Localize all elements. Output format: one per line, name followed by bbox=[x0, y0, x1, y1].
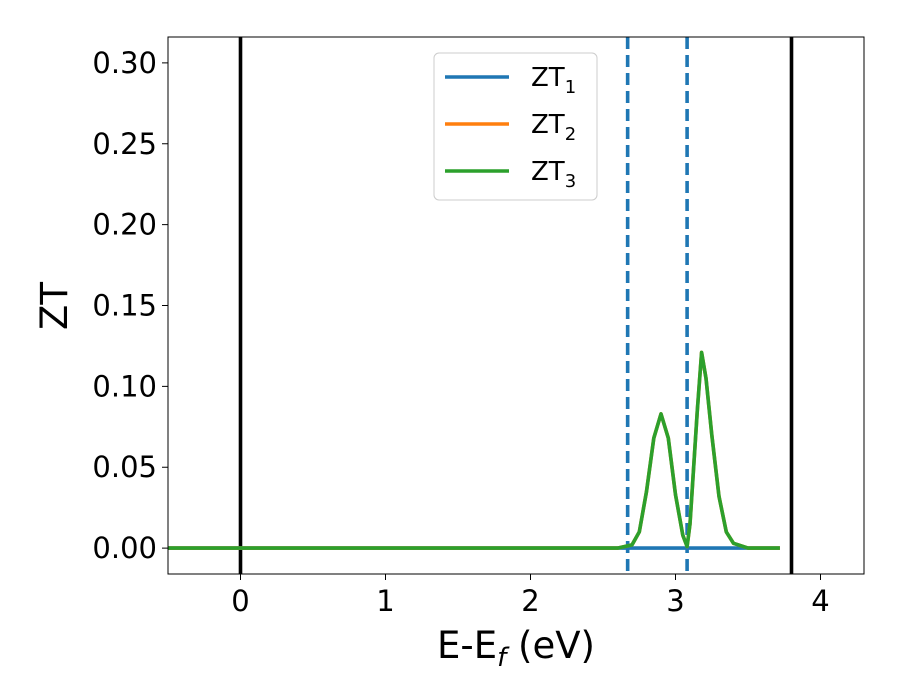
y-tick-label: 0.00 bbox=[92, 531, 157, 565]
x-tick-label: 4 bbox=[811, 584, 829, 618]
x-axis-title: E-Ef (eV) bbox=[437, 624, 595, 673]
legend-label-zt2: ZT2 bbox=[531, 110, 576, 145]
legend-label-zt1: ZT1 bbox=[531, 63, 576, 98]
x-tick-label: 1 bbox=[376, 584, 394, 618]
series-line-zt3 bbox=[168, 350, 780, 550]
plot-area bbox=[168, 37, 794, 574]
x-tick-label: 2 bbox=[521, 584, 539, 618]
x-tick-label: 0 bbox=[231, 584, 249, 618]
y-tick-label: 0.15 bbox=[92, 289, 157, 323]
y-tick-label: 0.10 bbox=[92, 369, 157, 403]
y-axis-title: ZT bbox=[33, 282, 76, 330]
y-tick-label: 0.25 bbox=[92, 127, 157, 161]
legend: ZT1 ZT2 ZT3 bbox=[433, 52, 598, 201]
y-tick-label: 0.05 bbox=[92, 450, 157, 484]
legend-box bbox=[433, 52, 598, 201]
legend-label-zt3: ZT3 bbox=[531, 157, 576, 192]
x-tick-label: 3 bbox=[666, 584, 684, 618]
y-tick-label: 0.30 bbox=[92, 46, 157, 80]
tick-group: 0 1 2 3 4 0.00 0.05 0.10 0.15 0.20 0.25 0.30 bbox=[92, 46, 829, 618]
y-tick-label: 0.20 bbox=[92, 208, 157, 242]
